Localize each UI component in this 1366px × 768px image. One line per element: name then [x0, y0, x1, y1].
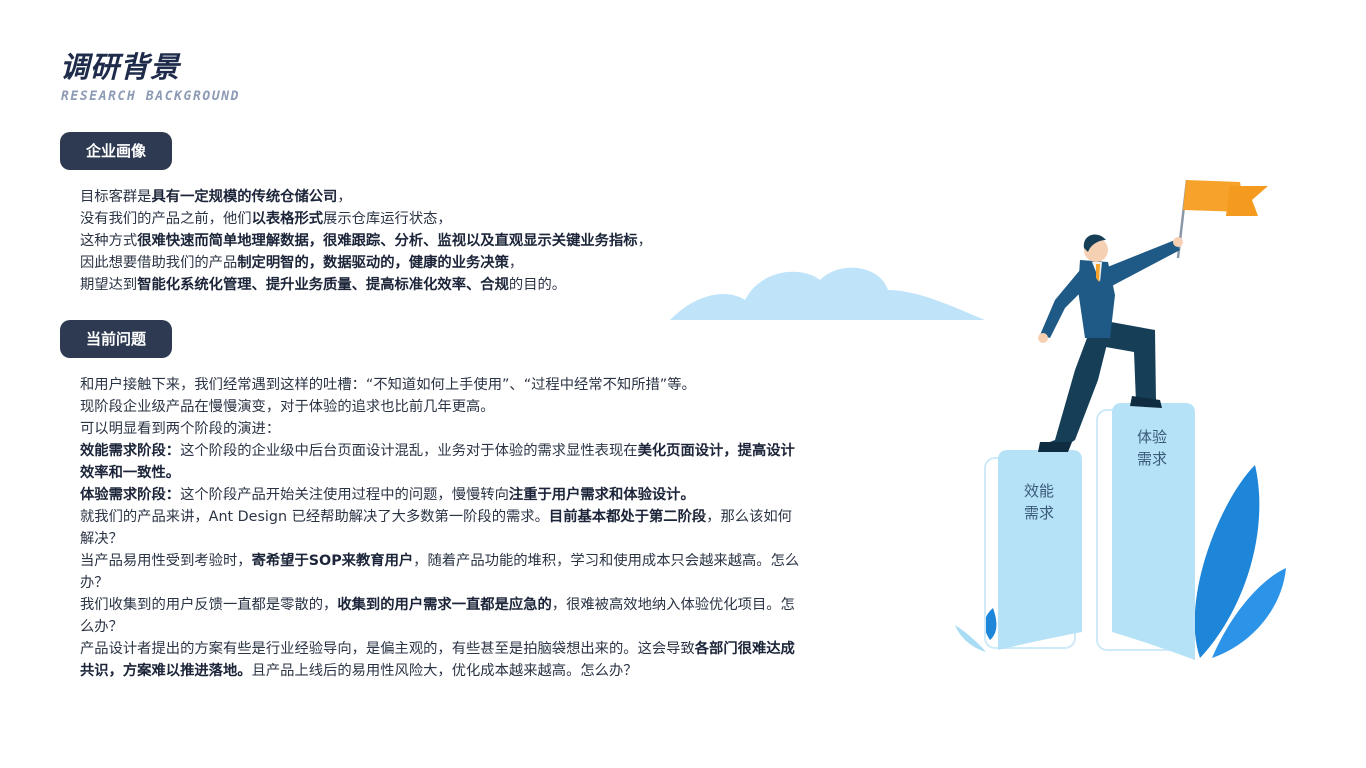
plain-text: 这个阶段产品开始关注使用过程中的问题，慢慢转向	[180, 487, 509, 503]
plain-text: 因此想要借助我们的产品	[80, 255, 238, 271]
climber-hand	[1173, 237, 1183, 247]
plain-text: 当产品易用性受到考验时，	[80, 553, 252, 569]
current-issues-line: 我们收集到的用户反馈一直都是零散的，收集到的用户需求一直都是应急的，很难被高效地…	[80, 594, 805, 638]
flag-tail	[1226, 186, 1268, 216]
plain-text: 展示仓库运行状态，	[323, 211, 452, 227]
current-issues-line: 就我们的产品来讲，Ant Design 已经帮助解决了大多数第一阶段的需求。目前…	[80, 506, 805, 550]
leaf-shape	[955, 625, 986, 652]
leaf-shape	[984, 608, 997, 640]
plain-text: 这个阶段的企业级中后台页面设计混乱，业务对于体验的需求显性表现在	[180, 443, 638, 459]
climber-illustration: 效能 需求 体验 需求	[670, 179, 1286, 660]
leaf-shape	[1194, 465, 1260, 658]
pillar-efficiency	[998, 450, 1082, 650]
page-title: 调研背景	[60, 50, 181, 84]
bold-text: 目前基本都处于第二阶段	[548, 509, 707, 525]
plain-text: 就我们的产品来讲，Ant Design 已经帮助解决了大多数第一阶段的需求。	[80, 509, 549, 525]
current-issues-line: 效能需求阶段：这个阶段的企业级中后台页面设计混乱，业务对于体验的需求显性表现在美…	[80, 440, 805, 484]
plain-text: 的目的。	[508, 277, 567, 293]
bold-text: 制定明智的，数据驱动的，健康的业务决策	[237, 255, 509, 271]
plain-text: 和用户接触下来，我们经常遇到这样的吐槽：“不知道如何上手使用”、“过程中经常不知…	[80, 377, 696, 393]
pillar-left-line2: 需求	[1024, 504, 1054, 522]
plain-text: ，	[637, 233, 652, 249]
pillar-left-line1: 效能	[1024, 482, 1054, 500]
bold-text: 具有一定规模的传统仓储公司	[151, 189, 338, 205]
bold-text: 各部门很难达成共识，方案难以推进落地。	[80, 641, 795, 679]
current-issues-line: 现阶段企业级产品在慢慢演变，对于体验的追求也比前几年更高。	[80, 396, 805, 418]
company-profile-line: 目标客群是具有一定规模的传统仓储公司，	[80, 186, 780, 208]
company-profile-line: 期望达到智能化系统化管理、提升业务质量、提高标准化效率、合规的目的。	[80, 274, 780, 296]
pillar-right-line1: 体验	[1137, 428, 1167, 446]
climber-arm-down	[1040, 270, 1088, 338]
current-issues-line: 和用户接触下来，我们经常遇到这样的吐槽：“不知道如何上手使用”、“过程中经常不知…	[80, 374, 805, 396]
section-label-current-issues: 当前问题	[60, 320, 172, 358]
current-issues-text: 和用户接触下来，我们经常遇到这样的吐槽：“不知道如何上手使用”、“过程中经常不知…	[80, 374, 805, 682]
bold-text: 收集到的用户需求一直都是应急的	[337, 597, 552, 613]
climber-tie	[1096, 264, 1100, 282]
plain-text: 我们收集到的用户反馈一直都是零散的，	[80, 597, 338, 613]
bold-text: 美化页面设计，提高设计效率和一致性。	[80, 443, 795, 481]
cloud-shape	[670, 267, 985, 320]
climber-hand	[1038, 333, 1048, 343]
bold-text: 以表格形式	[251, 211, 324, 227]
climber-front-leg	[1100, 320, 1156, 402]
bold-text: 注重于用户需求和体验设计。	[508, 487, 695, 503]
company-profile-line: 这种方式很难快速而简单地理解数据，很难跟踪、分析、监视以及直观显示关键业务指标，	[80, 230, 780, 252]
bold-text: 很难快速而简单地理解数据，很难跟踪、分析、监视以及直观显示关键业务指标	[137, 233, 638, 249]
bold-text: 体验需求阶段：	[80, 487, 181, 503]
plain-text: 没有我们的产品之前，他们	[80, 211, 252, 227]
climber-shoe	[1130, 396, 1162, 408]
leaf-shape	[1212, 568, 1286, 658]
plain-text: ，	[337, 189, 352, 205]
company-profile-line: 没有我们的产品之前，他们以表格形式展示仓库运行状态，	[80, 208, 780, 230]
plain-text: 可以明显看到两个阶段的演进：	[80, 421, 281, 437]
pillar-right-line2: 需求	[1137, 450, 1167, 468]
page-subtitle: RESEARCH BACKGROUND	[61, 89, 241, 104]
plain-text: ，随着产品功能的堆积，学习和使用成本只会越来越高。怎么办？	[80, 553, 800, 591]
section-label-company-profile: 企业画像	[60, 132, 172, 170]
plain-text: 现阶段企业级产品在慢慢演变，对于体验的追求也比前几年更高。	[80, 399, 495, 415]
current-issues-line: 产品设计者提出的方案有些是行业经验导向，是偏主观的，有些甚至是拍脑袋想出来的。这…	[80, 638, 805, 682]
climber-hair	[1083, 234, 1106, 252]
plain-text: 这种方式	[80, 233, 138, 249]
bold-text: 寄希望于SOP来教育用户	[251, 553, 414, 569]
bold-text: 效能需求阶段：	[80, 443, 181, 459]
climber-shoe	[1038, 442, 1072, 452]
bold-text: 智能化系统化管理、提升业务质量、提高标准化效率、合规	[137, 277, 509, 293]
plain-text: ，那么该如何解决？	[80, 509, 792, 547]
plain-text: 期望达到	[80, 277, 138, 293]
pillar-experience	[1112, 403, 1195, 660]
current-issues-line: 当产品易用性受到考验时，寄希望于SOP来教育用户，随着产品功能的堆积，学习和使用…	[80, 550, 805, 594]
company-profile-line: 因此想要借助我们的产品制定明智的，数据驱动的，健康的业务决策，	[80, 252, 780, 274]
climber-back-leg	[1042, 330, 1108, 450]
plain-text: 且产品上线后的易用性风险大，优化成本越来越高。怎么办？	[251, 663, 638, 679]
current-issues-line: 体验需求阶段：这个阶段产品开始关注使用过程中的问题，慢慢转向注重于用户需求和体验…	[80, 484, 805, 506]
company-profile-text: 目标客群是具有一定规模的传统仓储公司， 没有我们的产品之前，他们以表格形式展示仓库…	[80, 186, 780, 296]
plain-text: 产品设计者提出的方案有些是行业经验导向，是偏主观的，有些甚至是拍脑袋想出来的。这…	[80, 641, 695, 657]
climber-arm-raised	[1100, 240, 1180, 288]
current-issues-line: 可以明显看到两个阶段的演进：	[80, 418, 805, 440]
plain-text: ，很难被高效地纳入体验优化项目。怎么办？	[80, 597, 795, 635]
plain-text: 目标客群是	[80, 189, 152, 205]
plain-text: ，	[508, 255, 524, 271]
